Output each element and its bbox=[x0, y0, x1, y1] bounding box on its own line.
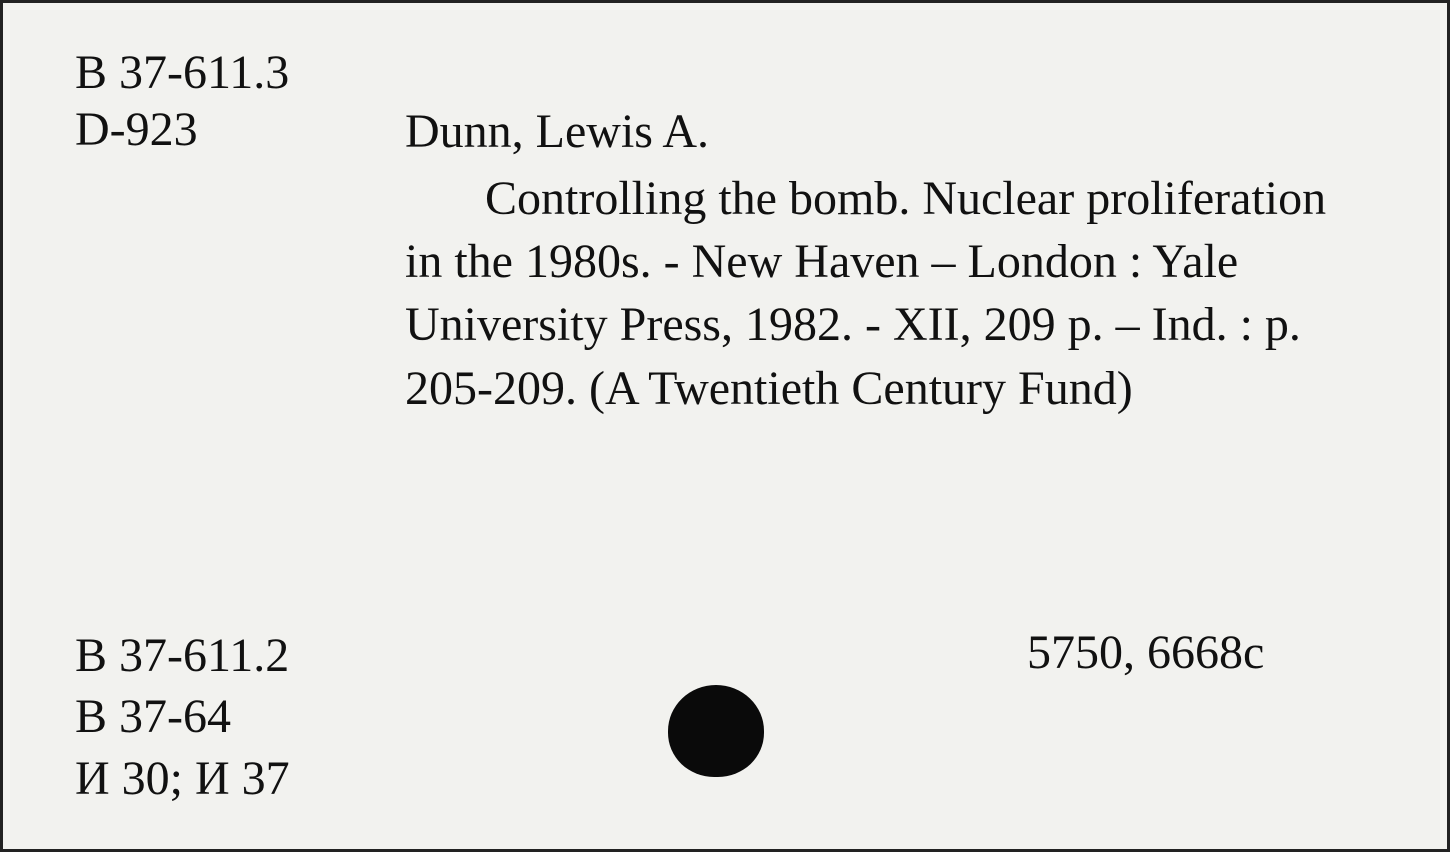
classification-code-1: B 37-611.2 bbox=[75, 625, 405, 686]
catalog-card: B 37-611.3 D-923 Dunn, Lewis A. Controll… bbox=[3, 3, 1447, 849]
classification-code-3: И 30; И 37 bbox=[75, 748, 405, 809]
call-number-top: B 37-611.3 bbox=[75, 45, 405, 100]
bottom-left-codes: B 37-611.2 B 37-64 И 30; И 37 bbox=[75, 625, 405, 809]
left-column: B 37-611.3 D-923 bbox=[75, 45, 405, 160]
top-row: B 37-611.3 D-923 Dunn, Lewis A. Controll… bbox=[75, 45, 1387, 420]
accession-area: 5750, 6668с bbox=[1027, 625, 1387, 680]
bibliographic-description: Controlling the bomb. Nuclear proliferat… bbox=[405, 167, 1347, 420]
main-content: Dunn, Lewis A. Controlling the bomb. Nuc… bbox=[405, 45, 1387, 420]
punch-hole-area bbox=[405, 625, 1027, 777]
bottom-section: B 37-611.2 B 37-64 И 30; И 37 5750, 6668… bbox=[75, 625, 1387, 809]
accession-numbers: 5750, 6668с bbox=[1027, 625, 1387, 680]
author-name: Dunn, Lewis A. bbox=[405, 103, 1347, 161]
punch-hole-icon bbox=[668, 685, 764, 777]
classification-code-2: B 37-64 bbox=[75, 686, 405, 747]
cutter-number: D-923 bbox=[75, 100, 405, 160]
